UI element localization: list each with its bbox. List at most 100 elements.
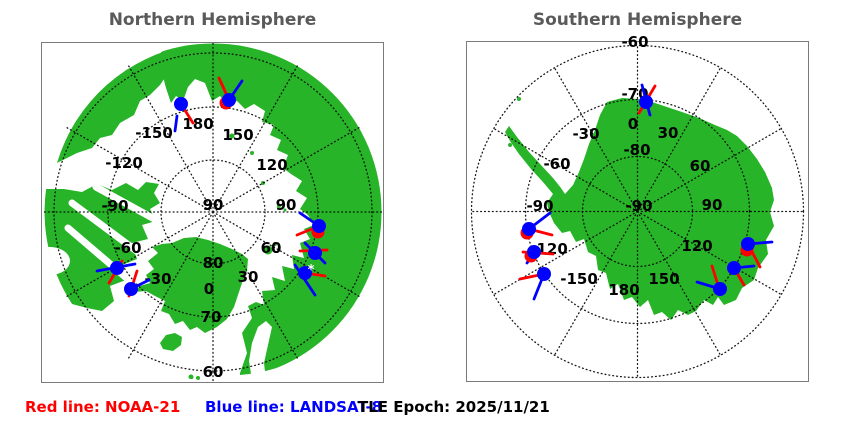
graticule-label: -60 — [543, 155, 570, 173]
ground-station-star: * — [308, 263, 315, 278]
graticule-label: 180 — [182, 115, 213, 133]
meridian-line — [636, 127, 782, 213]
landsat-position-dot — [527, 245, 541, 259]
graticule-label: 150 — [648, 270, 679, 288]
landsat-position-dot — [639, 95, 653, 109]
landsat-position-dot — [537, 267, 551, 281]
label-layer: 908070600306090120150180-150-120-90-60-3… — [101, 115, 296, 381]
tle-epoch-label: TLE Epoch: 2025/11/21 — [358, 398, 550, 416]
island — [277, 204, 281, 208]
landsat-position-dot — [174, 97, 188, 111]
graticule-label: -150 — [135, 124, 173, 142]
landsat-position-dot — [298, 266, 312, 280]
north-hemisphere-title: Northern Hemisphere — [108, 10, 317, 30]
meridian-line — [212, 127, 360, 213]
graticule-label: 60 — [261, 239, 282, 257]
south-hemisphere-map: -90-80-70-600 306090120150180-30-60-90-12… — [470, 33, 805, 379]
satellite-layer: * — [95, 76, 329, 298]
graticule-label: -30 — [144, 270, 171, 288]
latitude-circle — [470, 44, 805, 379]
graticule-label: 120 — [256, 156, 287, 174]
sea-channel — [92, 183, 162, 225]
graticule-label: 0 — [628, 115, 638, 133]
landmass — [160, 333, 182, 351]
island — [250, 151, 254, 155]
landmass — [57, 45, 190, 163]
graticule-label: -150 — [560, 270, 598, 288]
north-hemisphere-map: 908070600306090120150180-150-120-90-60-3… — [43, 42, 383, 382]
graticule-layer — [470, 44, 805, 379]
landsat-position-dot — [522, 222, 536, 236]
meridian-line — [636, 210, 722, 356]
island — [263, 245, 273, 255]
graticule-label: 30 — [658, 124, 679, 142]
graticule-label: -60 — [114, 239, 141, 257]
meridian-line — [636, 67, 722, 213]
graticule-label: 90 — [203, 196, 224, 214]
landsat-position-dot — [741, 237, 755, 251]
landmass — [505, 98, 774, 320]
landmass — [161, 43, 382, 375]
sea-inlet — [44, 247, 70, 275]
meridian-line — [553, 67, 639, 213]
island — [283, 208, 287, 212]
island — [188, 374, 194, 380]
island — [273, 242, 277, 246]
graticule-label: -90 — [101, 197, 128, 215]
landsat-position-dot — [713, 282, 727, 296]
graticule-label: 60 — [203, 363, 224, 381]
meridian-line — [66, 211, 214, 297]
graticule-label: 70 — [201, 308, 222, 326]
graticule-label: 120 — [681, 237, 712, 255]
meridian-line — [636, 210, 782, 296]
island — [508, 143, 512, 147]
meridian-line — [66, 127, 214, 213]
meridian-line — [128, 211, 214, 359]
landmass — [134, 237, 248, 333]
meridian-line — [212, 211, 360, 297]
noaa-trail-line — [710, 264, 720, 287]
graticule-label: 80 — [203, 254, 224, 272]
legend-landsat-blue: Blue line: LANDSAT-8 — [205, 398, 383, 416]
landmass — [44, 182, 160, 311]
graticule-label: 90 — [276, 196, 297, 214]
island — [229, 133, 235, 139]
graticule-label: 180 — [608, 281, 639, 299]
meridian-line — [128, 65, 214, 213]
graticule-label: 90 — [702, 196, 723, 214]
figure-caption: Red line: NOAA-21 Blue line: LANDSAT-8 T… — [0, 398, 850, 418]
graticule-label: 60 — [690, 157, 711, 175]
meridian-line — [553, 210, 639, 356]
meridian-line — [493, 127, 639, 213]
legend-noaa-red: Red line: NOAA-21 — [25, 398, 181, 416]
label-layer: -90-80-70-600 306090120150180-30-60-90-12… — [526, 33, 722, 299]
landsat-position-dot — [727, 261, 741, 275]
graticule-layer — [43, 42, 383, 382]
graticule-label: -120 — [105, 154, 143, 172]
south-hemisphere-title: Southern Hemisphere — [532, 10, 743, 30]
latitude-circle — [53, 52, 373, 372]
landsat-position-dot — [124, 282, 138, 296]
landsat-trail-line — [173, 114, 179, 133]
landsat-position-dot — [222, 93, 236, 107]
graticule-label: -30 — [572, 125, 599, 143]
meridian-line — [212, 65, 298, 213]
graticule-label: -90 — [625, 197, 652, 215]
meridian-line — [493, 210, 639, 296]
graticule-label: -80 — [623, 141, 650, 159]
graticule-label: 150 — [222, 126, 253, 144]
landsat-position-dot — [308, 246, 322, 260]
graticule-label: -90 — [526, 197, 553, 215]
island — [517, 97, 521, 101]
graticule-label: 30 — [238, 268, 259, 286]
graticule-label: 0 — [204, 280, 214, 298]
graticule-label: -60 — [621, 33, 648, 51]
satellite-layer — [518, 83, 774, 301]
land-layer — [505, 97, 774, 320]
landsat-position-dot — [110, 261, 124, 275]
latitude-circle — [524, 98, 751, 325]
island — [196, 376, 200, 380]
landsat-position-dot — [312, 219, 326, 233]
meridian-line — [212, 211, 298, 359]
